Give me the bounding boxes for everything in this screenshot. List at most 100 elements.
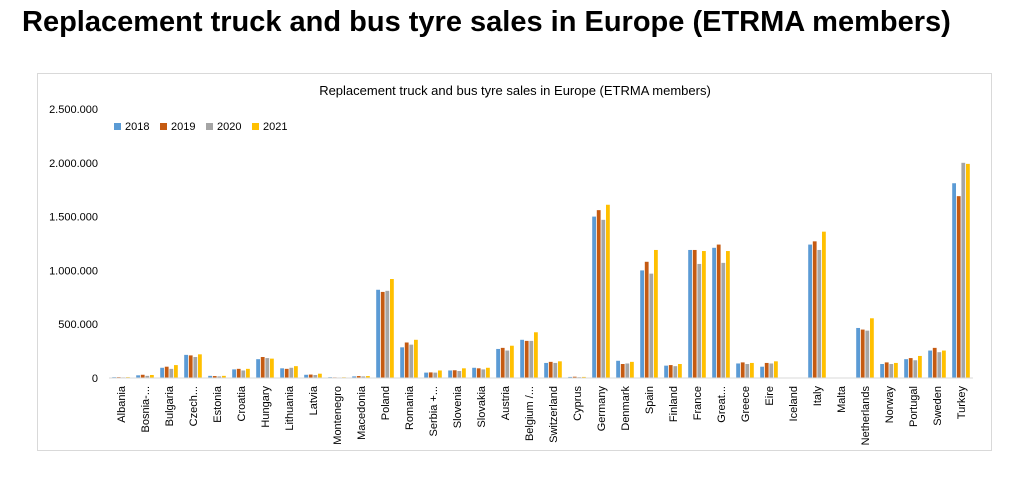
legend-swatch-2018: [114, 123, 121, 130]
bar-2020-22: [649, 273, 654, 378]
bar-2018-27: [760, 366, 764, 378]
bar-2020-8: [313, 374, 318, 378]
bar-2020-27: [769, 363, 774, 378]
bar-2018-7: [280, 368, 284, 378]
bar-2021-8: [318, 373, 322, 378]
x-tick-label: Hungary: [260, 386, 272, 428]
bar-2020-33: [913, 360, 918, 378]
bar-2018-12: [400, 347, 404, 378]
bar-2018-34: [928, 350, 932, 378]
x-tick-label: Bulgaria: [164, 385, 176, 426]
x-tick-label: Bosnia-...: [140, 386, 152, 432]
y-axis: 0 500.000 1.000.000 1.500.000 2.000.000 2.500…: [49, 104, 98, 385]
bar-2018-23: [664, 365, 668, 378]
legend-swatch-2021: [252, 123, 259, 130]
bar-2018-24: [688, 249, 692, 378]
x-tick-label: France: [692, 386, 704, 420]
bar-2019-6: [260, 357, 265, 378]
page-title: Replacement truck and bus tyre sales in …: [22, 6, 951, 38]
bar-2020-12: [409, 344, 414, 378]
bar-2018-26: [736, 363, 740, 378]
bar-2020-4: [217, 376, 222, 378]
bar-2018-2: [160, 367, 164, 378]
x-tick-label: Eire: [764, 386, 776, 406]
bar-2021-34: [942, 350, 946, 378]
bar-2019-14: [452, 370, 457, 378]
bar-2021-35: [966, 163, 970, 378]
bar-2020-6: [265, 358, 270, 378]
x-tick-label: Estonia: [212, 385, 224, 423]
bar-2020-13: [433, 372, 438, 378]
bar-2018-18: [544, 362, 548, 378]
x-tick-label: Latvia: [308, 385, 320, 415]
bar-2019-7: [284, 368, 289, 378]
bar-2021-29: [822, 231, 826, 378]
chart-frame: Replacement truck and bus tyre sales in …: [37, 73, 992, 451]
bar-2021-1: [150, 374, 154, 378]
y-tick-label: 1.000.000: [49, 265, 98, 277]
y-tick-label: 1.500.000: [49, 212, 98, 224]
bar-2018-15: [472, 367, 476, 378]
bar-2019-5: [236, 368, 241, 378]
bar-2020-25: [721, 262, 726, 378]
bar-2019-33: [908, 358, 913, 378]
x-tick-label: Lithuania: [284, 385, 296, 431]
bar-2020-20: [601, 219, 606, 378]
x-tick-label: Czech...: [188, 386, 200, 426]
bar-2018-32: [880, 364, 884, 378]
bar-2018-33: [904, 359, 908, 378]
bar-2021-33: [918, 355, 922, 378]
bar-2019-20: [596, 210, 601, 378]
bar-2021-13: [438, 370, 442, 378]
bar-2021-17: [534, 332, 538, 378]
bar-2019-15: [476, 368, 481, 378]
bar-2019-3: [188, 355, 193, 378]
bar-2018-22: [640, 270, 644, 378]
legend-swatch-2020: [206, 123, 213, 130]
legend-label-2020: 2020: [217, 121, 241, 133]
x-axis: Albania Bosnia-... Bulgaria Czech... Estonia…: [109, 377, 973, 445]
bar-2018-4: [208, 375, 212, 378]
bar-2019-32: [884, 362, 889, 378]
bar-2021-25: [726, 251, 730, 378]
bar-2018-6: [256, 359, 260, 378]
bar-2021-3: [198, 354, 202, 378]
x-tick-label: Portugal: [908, 386, 920, 427]
bar-2021-18: [558, 361, 562, 378]
bar-2020-29: [817, 249, 822, 378]
bar-2021-5: [246, 368, 250, 378]
bar-2020-31: [865, 330, 870, 378]
bar-2019-12: [404, 342, 409, 378]
bar-2020-3: [193, 357, 198, 378]
bar-2020-15: [481, 369, 486, 378]
bar-2018-11: [376, 289, 380, 378]
bar-2019-22: [644, 261, 649, 378]
bar-2018-31: [856, 327, 860, 378]
bar-2021-15: [486, 367, 490, 378]
bar-2021-11: [390, 279, 394, 378]
bar-2018-5: [232, 369, 236, 378]
bar-2021-16: [510, 345, 514, 378]
bar-2018-16: [496, 348, 500, 378]
bar-2019-34: [932, 347, 937, 378]
bar-2019-25: [716, 244, 721, 378]
x-tick-label: Italy: [812, 386, 824, 407]
x-tick-label: Denmark: [620, 386, 632, 431]
bar-2019-13: [428, 372, 433, 378]
bar-2018-35: [952, 183, 956, 378]
bar-2020-34: [937, 352, 942, 378]
bar-2020-23: [673, 366, 678, 378]
bar-2019-18: [548, 361, 553, 378]
bar-2019-11: [380, 291, 385, 378]
bars: [112, 162, 970, 378]
bar-2021-21: [630, 361, 634, 378]
x-tick-label: Greece: [740, 386, 752, 422]
bar-2021-26: [750, 362, 754, 378]
y-tick-label: 500.000: [58, 319, 98, 331]
bar-2020-10: [361, 376, 366, 378]
bar-2019-23: [668, 365, 673, 378]
bar-2019-24: [692, 249, 697, 378]
x-tick-label: Malta: [836, 385, 848, 413]
bar-2020-21: [625, 363, 630, 378]
bar-2018-17: [520, 339, 524, 378]
